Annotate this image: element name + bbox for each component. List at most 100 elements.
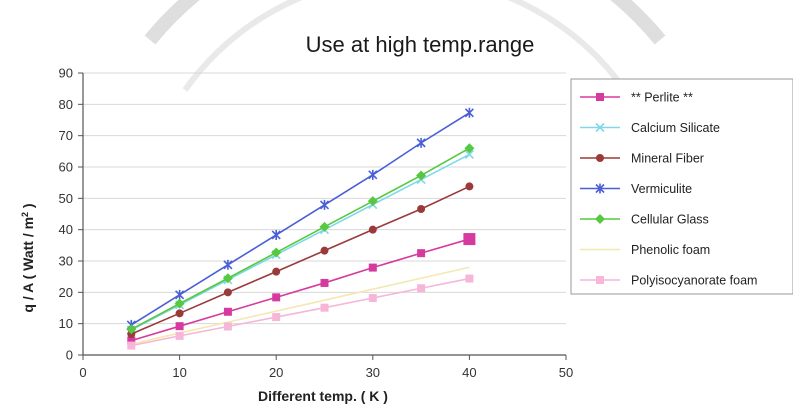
legend: ** Perlite ** Calcium Silicate Mineral Fib… xyxy=(580,91,757,288)
series-2 xyxy=(127,182,474,339)
chart-title: Use at high temp.range xyxy=(306,32,535,57)
xtick-label-30: 30 xyxy=(366,365,380,380)
series-0 xyxy=(127,233,476,345)
legend-item-3: Vermiculite xyxy=(580,182,692,196)
series-line-1 xyxy=(130,153,470,331)
series-line-0 xyxy=(131,238,470,342)
xtick-label-50: 50 xyxy=(559,365,573,380)
series-line-5 xyxy=(131,266,470,345)
y-axis-title-close: ) xyxy=(20,203,36,212)
xtick-label-20: 20 xyxy=(269,365,283,380)
y-axis-title-main: q / A ( Watt / m xyxy=(20,217,36,313)
legend-item-1: Calcium Silicate xyxy=(580,121,720,135)
ytick-label-20: 20 xyxy=(59,285,73,300)
ytick-label-30: 30 xyxy=(59,254,73,269)
point-2-6 xyxy=(417,204,426,213)
point-0-0 xyxy=(127,336,136,345)
legend-box xyxy=(570,78,793,295)
series-3 xyxy=(126,107,474,330)
legend-item-0: ** Perlite ** xyxy=(580,91,693,105)
series-5 xyxy=(131,266,470,345)
point-3-5 xyxy=(368,169,378,180)
y-axis-title: q / A ( Watt / m2 ) xyxy=(20,203,36,312)
point-6-1 xyxy=(175,331,184,340)
point-4-5 xyxy=(367,196,378,207)
point-6-7 xyxy=(465,274,474,283)
legend-item-2: Mineral Fiber xyxy=(580,152,704,166)
legend-item-5: Phenolic foam xyxy=(580,243,710,257)
legend-swatch-marker-6 xyxy=(596,276,604,284)
legend-swatch-marker-2 xyxy=(596,154,604,162)
point-2-7 xyxy=(465,182,474,191)
axes xyxy=(78,72,567,360)
point-0-5 xyxy=(368,263,377,272)
point-4-1 xyxy=(174,298,185,309)
point-6-4 xyxy=(320,303,329,312)
ytick-label-40: 40 xyxy=(59,222,73,237)
watermark-seal xyxy=(144,0,666,92)
point-3-4 xyxy=(319,199,330,210)
y-tick-labels: 0 10 20 30 40 50 60 70 80 90 xyxy=(59,66,73,363)
point-4-3 xyxy=(271,247,282,258)
ytick-label-0: 0 xyxy=(66,348,73,363)
y-axis-title-sup: 2 xyxy=(20,212,30,217)
ytick-label-10: 10 xyxy=(59,316,73,331)
point-3-7 xyxy=(464,107,474,118)
legend-label-6: Polyisocyanorate foam xyxy=(631,274,757,288)
x-tick-labels: 0 10 20 30 40 50 xyxy=(79,365,573,380)
ytick-label-90: 90 xyxy=(59,66,73,81)
ytick-label-80: 80 xyxy=(59,97,73,112)
series-line-2 xyxy=(130,185,470,335)
point-6-6 xyxy=(417,284,426,293)
series-6 xyxy=(127,274,474,350)
legend-label-2: Mineral Fiber xyxy=(631,152,704,166)
series-lines xyxy=(126,107,476,350)
ytick-label-50: 50 xyxy=(59,191,73,206)
legend-label-1: Calcium Silicate xyxy=(631,121,720,135)
point-4-6 xyxy=(416,170,427,181)
ytick-label-60: 60 xyxy=(59,160,73,175)
series-line-4 xyxy=(130,147,470,331)
point-0-6 xyxy=(417,249,426,258)
point-0-7 xyxy=(463,233,476,246)
point-6-5 xyxy=(368,293,377,302)
legend-label-5: Phenolic foam xyxy=(631,243,710,257)
legend-item-6: Polyisocyanorate foam xyxy=(580,274,757,288)
point-0-4 xyxy=(320,278,329,287)
point-0-1 xyxy=(175,322,184,331)
point-6-0 xyxy=(127,341,136,350)
legend-swatch-marker-3 xyxy=(595,183,605,194)
point-3-3 xyxy=(271,229,281,240)
xtick-label-10: 10 xyxy=(172,365,186,380)
xtick-label-0: 0 xyxy=(79,365,86,380)
legend-swatch-marker-0 xyxy=(596,93,604,101)
point-2-2 xyxy=(223,288,232,297)
point-2-5 xyxy=(368,225,377,234)
x-axis-title: Different temp. ( K ) xyxy=(258,388,388,404)
point-2-4 xyxy=(320,246,329,255)
point-3-2 xyxy=(223,259,233,270)
point-0-2 xyxy=(223,307,232,316)
legend-label-4: Cellular Glass xyxy=(631,213,709,227)
xtick-label-40: 40 xyxy=(462,365,476,380)
ytick-label-70: 70 xyxy=(59,128,73,143)
point-4-4 xyxy=(319,221,330,232)
legend-item-4: Cellular Glass xyxy=(580,213,709,227)
series-line-6 xyxy=(131,277,470,347)
point-1-7 xyxy=(464,149,474,160)
series-4 xyxy=(126,143,475,335)
point-4-7 xyxy=(464,143,475,154)
legend-label-3: Vermiculite xyxy=(631,182,692,196)
point-2-3 xyxy=(272,267,281,276)
legend-swatch-marker-4 xyxy=(595,214,605,224)
point-4-0 xyxy=(126,324,137,335)
point-6-3 xyxy=(272,313,281,322)
point-0-3 xyxy=(272,293,281,302)
point-2-1 xyxy=(175,309,184,318)
point-4-2 xyxy=(222,273,233,284)
legend-swatch-marker-1 xyxy=(595,122,605,133)
series-line-3 xyxy=(130,112,470,326)
point-3-6 xyxy=(416,137,426,148)
point-3-1 xyxy=(175,289,185,300)
